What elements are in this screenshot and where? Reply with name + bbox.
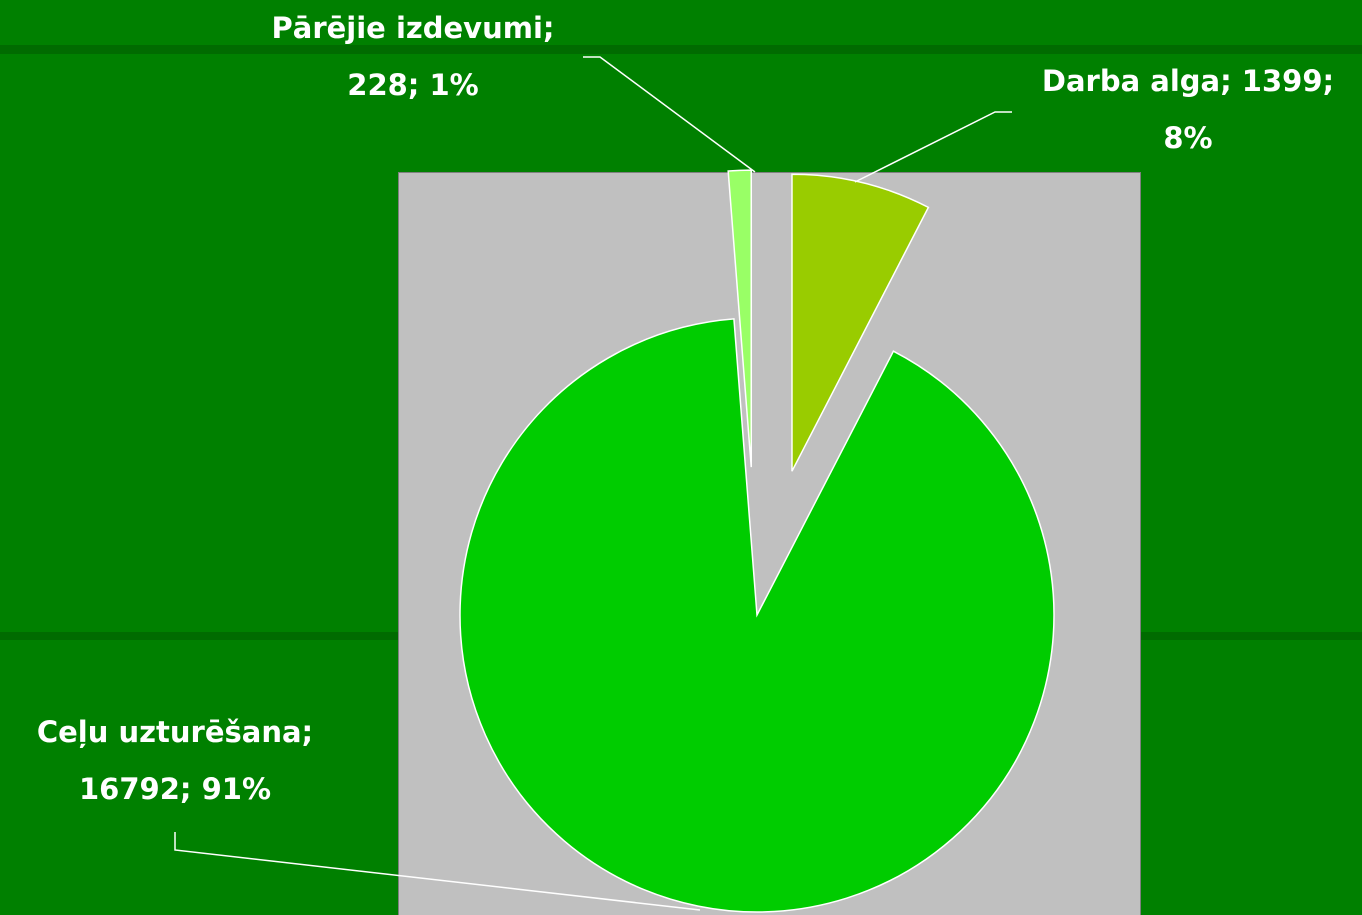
leader-line <box>174 832 701 911</box>
data-label: Ceļu uzturēšana; 16792; 91% <box>36 715 314 806</box>
leader-line <box>583 56 756 173</box>
leader-line <box>854 111 1012 183</box>
data-label: Pārējie izdevumi; 228; 1% <box>271 11 555 102</box>
pie-slice <box>459 318 1055 913</box>
data-label: Darba alga; 1399; 8% <box>1041 64 1335 155</box>
pie <box>459 169 1055 913</box>
pie-slice <box>791 173 930 472</box>
band <box>0 45 1362 54</box>
